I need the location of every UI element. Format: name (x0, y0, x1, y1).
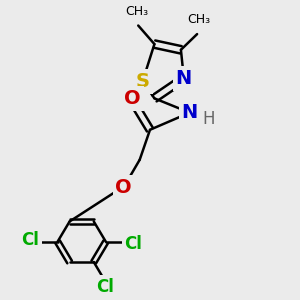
Text: N: N (176, 69, 192, 88)
Text: S: S (136, 72, 150, 91)
Text: Cl: Cl (124, 235, 142, 253)
Text: H: H (202, 110, 214, 128)
Text: Cl: Cl (96, 278, 114, 296)
Text: O: O (124, 89, 141, 108)
Text: CH₃: CH₃ (125, 4, 148, 17)
Text: CH₃: CH₃ (187, 13, 210, 26)
Text: O: O (116, 178, 132, 197)
Text: Cl: Cl (21, 231, 39, 249)
Text: N: N (182, 103, 198, 122)
